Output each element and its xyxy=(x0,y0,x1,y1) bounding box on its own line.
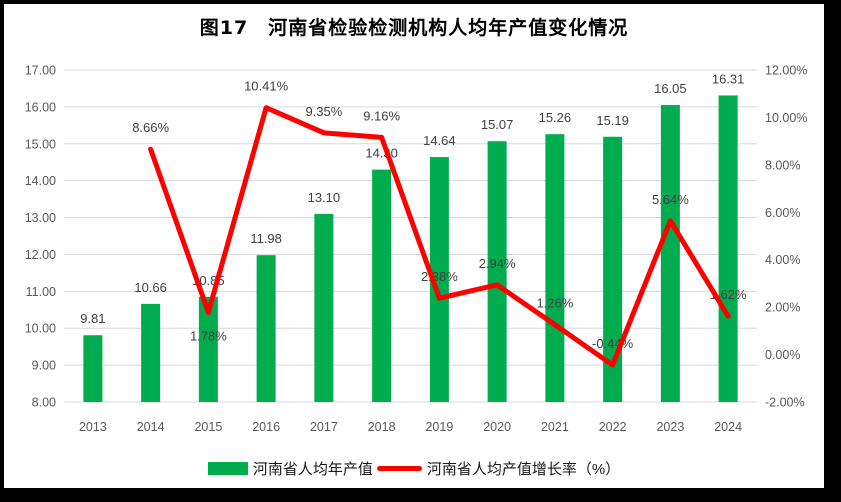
left-axis-tick: 10.00 xyxy=(25,322,56,336)
right-axis-tick: 4.00% xyxy=(765,253,800,267)
bar-2024 xyxy=(718,95,738,402)
line-value-label: 1.78% xyxy=(190,328,227,343)
bar-value-label: 13.10 xyxy=(308,190,341,205)
bar-value-label: 15.07 xyxy=(481,117,514,132)
line-value-label: 2.38% xyxy=(421,269,458,284)
bar-series-swatch-icon xyxy=(207,462,248,475)
line-value-label: 5.64% xyxy=(652,192,689,207)
line-value-label: 2.94% xyxy=(479,256,516,271)
bar-value-label: 9.81 xyxy=(80,311,105,326)
bar-2017 xyxy=(314,213,334,402)
x-axis-label: 2019 xyxy=(425,420,453,434)
left-axis-tick: 15.00 xyxy=(25,137,56,151)
right-axis-tick: 12.00% xyxy=(765,64,807,78)
bar-value-label: 10.66 xyxy=(134,280,167,295)
bar-2016 xyxy=(256,255,276,402)
bar-2018 xyxy=(372,169,392,402)
left-axis-tick: 13.00 xyxy=(25,211,56,225)
x-axis-label: 2022 xyxy=(599,420,627,434)
bar-2022 xyxy=(603,136,623,402)
growth-rate-line xyxy=(148,105,731,368)
x-axis-label: 2018 xyxy=(368,420,396,434)
line-value-label: -0.44% xyxy=(592,336,634,351)
x-axis-label: 2016 xyxy=(252,420,280,434)
x-axis-label: 2023 xyxy=(656,420,684,434)
bar-2021 xyxy=(545,134,565,403)
bar-2019 xyxy=(429,157,449,402)
x-axis-label: 2020 xyxy=(483,420,511,434)
chart-canvas: 17.00 16.00 15.00 14.00 13.00 12.00 11.00 10.00… xyxy=(25,64,808,435)
bar-value-label: 15.19 xyxy=(596,113,629,128)
legend-bar-label: 河南省人均年产值 xyxy=(252,461,373,478)
left-axis-tick: 14.00 xyxy=(25,174,56,188)
right-axis-tick: 10.00% xyxy=(765,111,807,125)
x-axis-label: 2015 xyxy=(194,420,222,434)
bar-2020 xyxy=(487,141,507,402)
legend-item-line: 河南省人均产值增长率（%） xyxy=(376,458,621,479)
bar-2014 xyxy=(141,303,161,402)
right-axis-tick: 0.00% xyxy=(765,348,800,362)
bar-value-label: 14.30 xyxy=(365,146,398,161)
x-axis-label: 2013 xyxy=(79,420,107,434)
left-axis-tick: 8.00 xyxy=(32,396,56,410)
right-axis-tick: 2.00% xyxy=(765,301,800,315)
legend: 河南省人均年产值 河南省人均产值增长率（%） xyxy=(4,458,824,479)
line-value-label: 10.41% xyxy=(244,79,289,94)
line-value-label: 9.16% xyxy=(363,108,400,123)
line-value-label: 8.66% xyxy=(132,120,169,135)
bar-value-label: 15.26 xyxy=(539,110,572,125)
x-axis-label: 2017 xyxy=(310,420,338,434)
bar-2013 xyxy=(83,335,103,402)
left-axis-tick: 9.00 xyxy=(32,359,56,373)
left-axis-tick: 16.00 xyxy=(25,100,56,114)
left-axis-tick: 17.00 xyxy=(25,64,56,78)
legend-item-bar: 河南省人均年产值 xyxy=(207,458,373,479)
left-axis-tick: 12.00 xyxy=(25,248,56,262)
right-axis-tick: 6.00% xyxy=(765,206,800,220)
right-axis-tick: -2.00% xyxy=(765,396,805,410)
x-axis-label: 2024 xyxy=(714,420,742,434)
legend-line-label: 河南省人均产值增长率（%） xyxy=(426,461,621,478)
bar-2015 xyxy=(198,296,218,402)
left-axis-tick: 11.00 xyxy=(26,285,56,299)
right-axis-tick: 8.00% xyxy=(765,158,800,172)
line-value-label: 9.35% xyxy=(305,104,342,119)
x-axis-label: 2021 xyxy=(541,420,569,434)
chart-title: 图17 河南省检验检测机构人均年产值变化情况 xyxy=(199,17,629,39)
bar-2023 xyxy=(660,105,680,403)
bar-value-label: 14.64 xyxy=(423,133,456,148)
bar-value-label: 16.05 xyxy=(654,81,687,96)
bar-value-label: 11.98 xyxy=(250,231,282,246)
x-axis-label: 2014 xyxy=(137,420,165,434)
line-value-label: 1.26% xyxy=(536,296,573,311)
bar-value-label: 16.31 xyxy=(712,71,745,86)
line-series-swatch-icon xyxy=(376,466,422,471)
